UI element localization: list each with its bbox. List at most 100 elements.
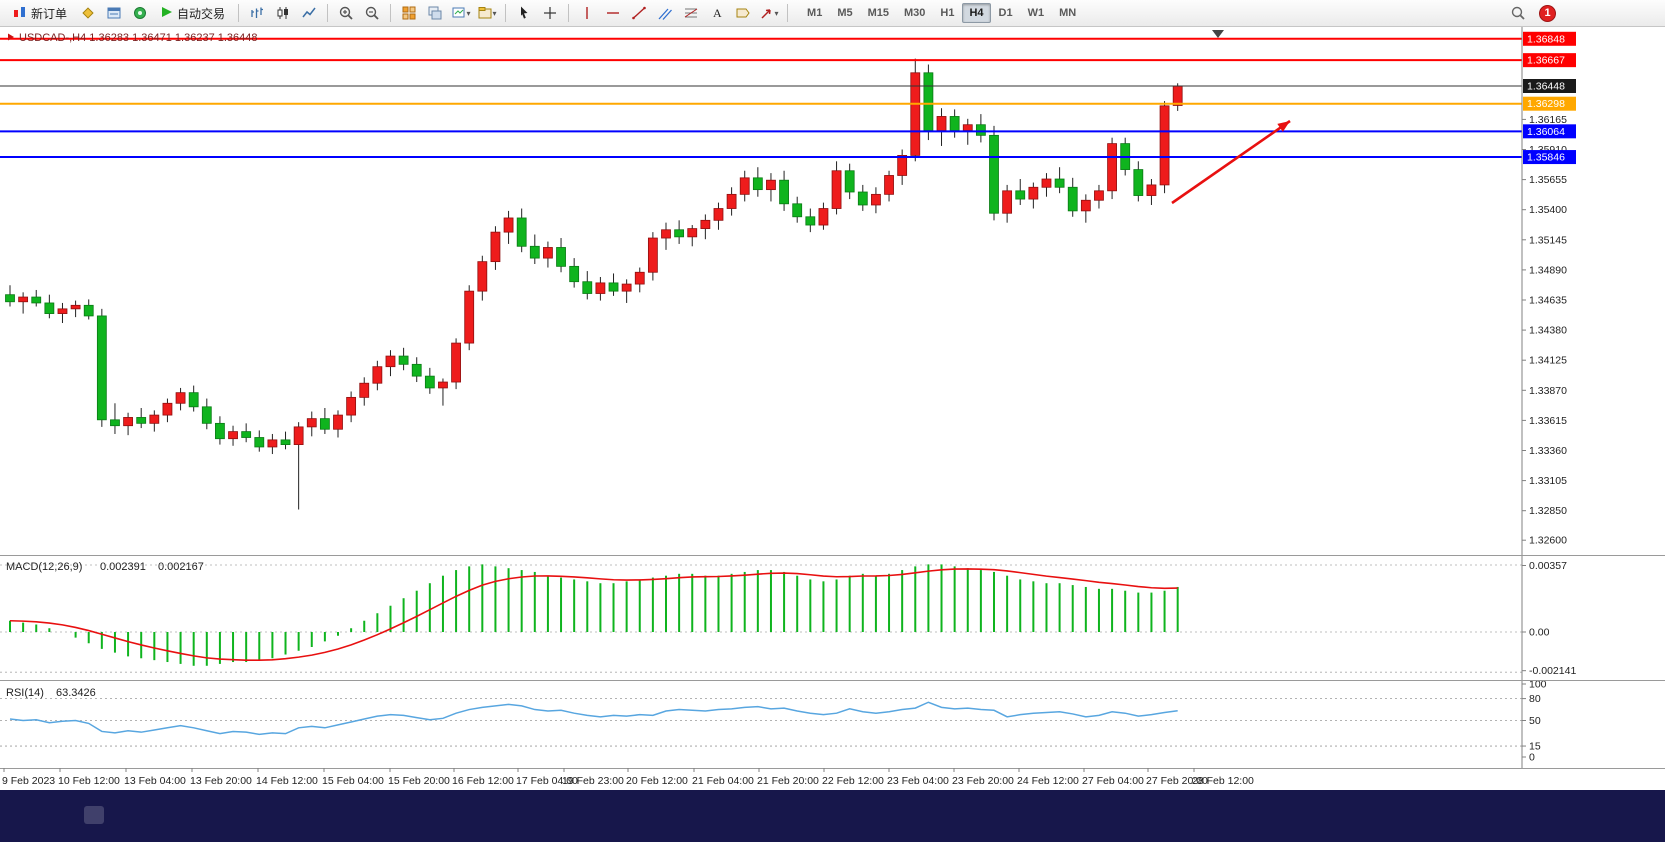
price-tick-label: 1.33105 [1529,475,1567,487]
candle-body [254,437,265,448]
price-tag [1523,31,1576,46]
vertical-line-tool-icon[interactable] [575,2,599,24]
play-icon [161,6,173,21]
price-tick-label: 1.32850 [1529,505,1567,517]
time-label: 28 Feb 12:00 [1192,775,1254,787]
cursor-icon[interactable] [512,2,536,24]
price-tick-label: 1.34125 [1529,355,1567,367]
new-chart-icon[interactable]: ▾ [449,2,473,24]
candle-body [110,419,120,427]
time-label: 17 Feb 04:00 [516,775,578,787]
candle-body [647,237,658,273]
candle-body [975,124,986,136]
channel-tool-icon[interactable] [653,2,677,24]
tf-d1[interactable]: D1 [992,3,1020,23]
time-label: 14 Feb 12:00 [256,775,318,787]
search-icon[interactable] [1506,2,1530,24]
toolbar-separator [390,4,392,22]
toolbar-separator [327,4,329,22]
candle-body [5,294,15,303]
tf-m30[interactable]: M30 [897,3,932,23]
candle-body [346,396,357,416]
candle-body [543,247,553,259]
candle-body [779,179,789,205]
cascade-windows-icon[interactable] [423,2,447,24]
tf-w1[interactable]: W1 [1021,3,1052,23]
candle-body [451,342,461,383]
candle-body [556,247,566,267]
candle-body [306,418,317,428]
candle-body [31,296,42,304]
candle-body [188,392,199,408]
arrows-tool-icon[interactable]: ▾ [757,2,781,24]
tile-windows-icon[interactable] [397,2,421,24]
candle-body [923,72,934,132]
macd-label: MACD(12,26,9) [6,561,82,573]
toolbar-separator [787,4,789,22]
label-tool-icon[interactable] [731,2,755,24]
price-tag-label: 1.36667 [1527,55,1565,67]
price-tag [1523,124,1576,139]
chart-line-icon[interactable] [297,2,321,24]
profiles-icon[interactable]: ▾ [475,2,499,24]
candle-body [1028,186,1039,200]
tf-m15[interactable]: M15 [861,3,896,23]
navigator-icon[interactable] [128,2,152,24]
candle-body [149,414,160,424]
zoom-in-icon[interactable] [334,2,358,24]
candle-body [123,417,133,427]
tf-h1[interactable]: H1 [933,3,961,23]
crosshair-icon[interactable] [538,2,562,24]
trendline-tool-icon[interactable] [627,2,651,24]
candle-body [910,72,921,156]
svg-text:A: A [713,6,722,20]
time-label: 9 Feb 2023 [2,775,55,787]
price-tick-label: 1.33615 [1529,415,1567,427]
macd-value: 0.002391 [100,561,146,573]
auto-trading-label: 自动交易 [177,6,226,21]
horizontal-line-tool-icon[interactable] [601,2,625,24]
price-tag-label: 1.36298 [1527,98,1565,110]
candle-body [752,177,763,191]
macd-signal-line [9,568,1178,661]
rsi-scale-label: 80 [1529,693,1541,705]
chart-candles-icon[interactable] [271,2,295,24]
candle-body [424,375,435,389]
candle-body [844,170,855,193]
zoom-out-icon[interactable] [360,2,384,24]
chart-shift-marker[interactable] [1212,30,1224,38]
tf-h4[interactable]: H4 [962,3,991,23]
candle-body [661,229,671,239]
candle-body [1146,184,1157,196]
time-label: 10 Feb 12:00 [58,775,120,787]
candle-body [857,191,868,206]
time-label: 27 Feb 04:00 [1082,775,1144,787]
candle-body [1054,178,1065,188]
trend-arrow[interactable] [1171,119,1291,205]
time-label: 23 Feb 04:00 [887,775,949,787]
chart-bars-icon[interactable] [245,2,269,24]
candle-body [359,382,370,398]
fibonacci-tool-icon[interactable] [679,2,703,24]
tf-m5[interactable]: M5 [830,3,859,23]
data-window-icon[interactable] [102,2,126,24]
text-tool-icon[interactable]: A [705,2,729,24]
notification-badge[interactable]: 1 [1539,4,1556,22]
candle-body [739,177,750,195]
new-order-button[interactable]: 新订单 [6,2,74,24]
market-watch-icon[interactable] [76,2,100,24]
time-axis: 9 Feb 2023 10 Feb 12:00 13 Feb 04:00 13 Feb… [2,768,1254,787]
taskbar-item[interactable] [84,806,104,824]
chart-canvas[interactable]: MACD(12,26,9) 0.002391 0.002167 0.00357 0.00… [0,27,1665,790]
time-label: 19 Feb 23:00 [562,775,624,787]
candle-body [871,193,881,206]
auto-trading-button[interactable]: 自动交易 [154,2,232,24]
tf-mn[interactable]: MN [1052,3,1083,23]
candle-body [333,414,343,430]
candle-body [634,271,645,285]
price-tag-label: 1.36448 [1527,81,1565,93]
macd-signal-value: 0.002167 [158,561,204,573]
tf-m1[interactable]: M1 [800,3,829,23]
toolbar-separator [505,4,507,22]
